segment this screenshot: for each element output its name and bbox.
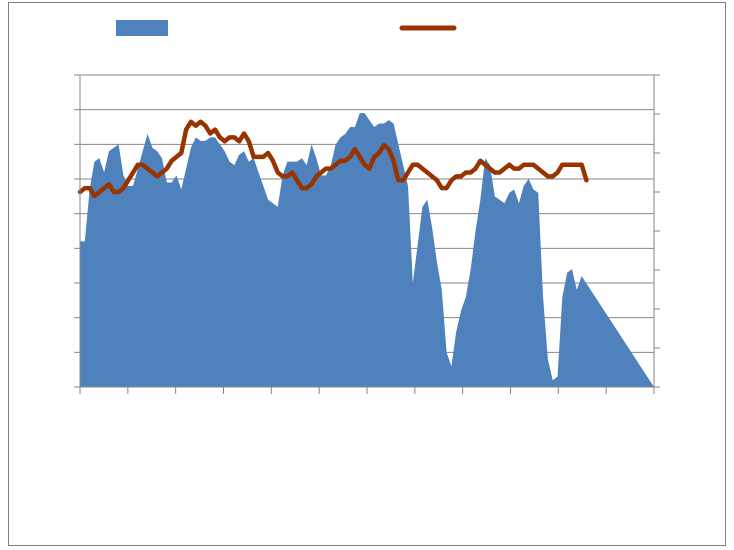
area-series-fill xyxy=(80,113,654,387)
line-series xyxy=(77,119,589,199)
area-series xyxy=(80,113,654,387)
line-series-path xyxy=(77,119,589,199)
legend xyxy=(116,20,457,36)
axes xyxy=(74,74,660,394)
legend-swatch-area xyxy=(116,20,168,36)
